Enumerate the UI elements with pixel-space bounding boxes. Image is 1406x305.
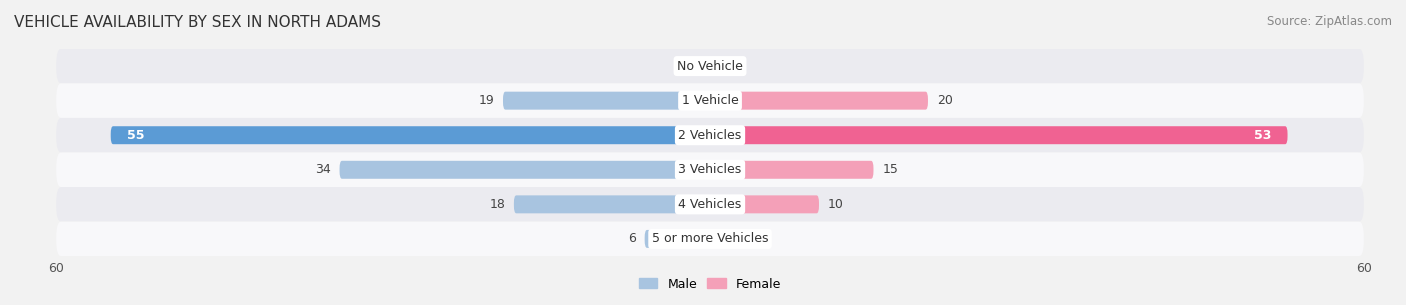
Text: 0: 0 — [727, 232, 734, 246]
FancyBboxPatch shape — [503, 92, 710, 109]
FancyBboxPatch shape — [111, 126, 710, 144]
Text: 55: 55 — [127, 129, 145, 142]
Legend: Male, Female: Male, Female — [634, 273, 786, 296]
Text: 19: 19 — [478, 94, 495, 107]
Text: No Vehicle: No Vehicle — [678, 59, 742, 73]
Text: 5 or more Vehicles: 5 or more Vehicles — [652, 232, 768, 246]
FancyBboxPatch shape — [56, 49, 1364, 83]
FancyBboxPatch shape — [340, 161, 710, 179]
Text: 0: 0 — [686, 59, 693, 73]
Text: 20: 20 — [936, 94, 952, 107]
Text: Source: ZipAtlas.com: Source: ZipAtlas.com — [1267, 15, 1392, 28]
Text: 53: 53 — [1254, 129, 1271, 142]
FancyBboxPatch shape — [56, 83, 1364, 118]
FancyBboxPatch shape — [710, 196, 818, 213]
FancyBboxPatch shape — [515, 196, 710, 213]
FancyBboxPatch shape — [56, 187, 1364, 222]
FancyBboxPatch shape — [710, 126, 1288, 144]
FancyBboxPatch shape — [56, 118, 1364, 152]
Text: 18: 18 — [489, 198, 505, 211]
FancyBboxPatch shape — [56, 152, 1364, 187]
Text: 6: 6 — [628, 232, 636, 246]
Text: 1 Vehicle: 1 Vehicle — [682, 94, 738, 107]
FancyBboxPatch shape — [56, 222, 1364, 256]
Text: 0: 0 — [727, 59, 734, 73]
FancyBboxPatch shape — [710, 92, 928, 109]
Text: 10: 10 — [828, 198, 844, 211]
Text: 4 Vehicles: 4 Vehicles — [679, 198, 741, 211]
Text: 3 Vehicles: 3 Vehicles — [679, 163, 741, 176]
Text: 2 Vehicles: 2 Vehicles — [679, 129, 741, 142]
FancyBboxPatch shape — [710, 161, 873, 179]
Text: 15: 15 — [882, 163, 898, 176]
Text: VEHICLE AVAILABILITY BY SEX IN NORTH ADAMS: VEHICLE AVAILABILITY BY SEX IN NORTH ADA… — [14, 15, 381, 30]
Text: 34: 34 — [315, 163, 330, 176]
FancyBboxPatch shape — [644, 230, 710, 248]
